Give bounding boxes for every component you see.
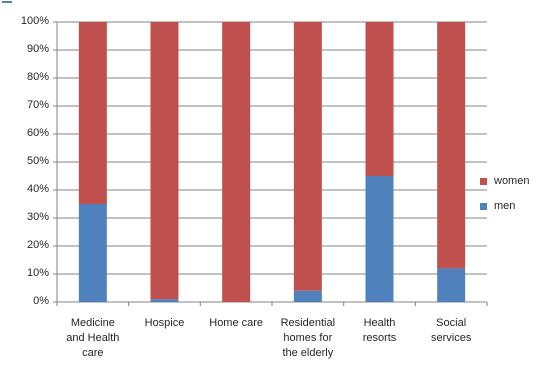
y-tick-label: 80% bbox=[26, 71, 49, 83]
x-category-label: Residential homes for the elderly bbox=[271, 316, 345, 361]
y-tick-label: 0% bbox=[33, 295, 49, 307]
x-category-label: Hospice bbox=[128, 316, 202, 331]
bar-women bbox=[293, 22, 322, 291]
x-category-label-line: homes for bbox=[283, 332, 333, 344]
bar-men bbox=[78, 204, 107, 302]
bar-men bbox=[293, 290, 322, 302]
x-category-label-line: Hospice bbox=[144, 317, 185, 329]
legend-item-men: men bbox=[480, 198, 529, 214]
legend-swatch-men bbox=[480, 202, 487, 210]
y-tick-label: 30% bbox=[26, 211, 49, 223]
bar-men bbox=[150, 299, 179, 302]
x-category-label-line: Health bbox=[363, 317, 396, 329]
legend-label-women: women bbox=[494, 175, 530, 187]
y-tick-label: 70% bbox=[26, 99, 49, 111]
y-tick-label: 20% bbox=[26, 239, 49, 251]
x-category-label: Social services bbox=[414, 316, 488, 346]
legend-item-women: women bbox=[480, 173, 529, 189]
y-tick-label: 10% bbox=[26, 267, 49, 279]
y-tick-label: 50% bbox=[26, 155, 49, 167]
x-category-label-line: care bbox=[82, 347, 104, 359]
y-tick-label: 60% bbox=[26, 127, 49, 139]
bar-women bbox=[150, 22, 179, 300]
y-tick-label: 40% bbox=[26, 183, 49, 195]
bar-women bbox=[222, 22, 251, 302]
x-category-label-line: Medicine bbox=[70, 317, 115, 329]
x-category-label: Home care bbox=[199, 316, 273, 331]
bar-women bbox=[437, 22, 466, 269]
x-category-label-line: and Health bbox=[66, 332, 120, 344]
y-tick-label: 90% bbox=[26, 43, 49, 55]
bar-men bbox=[437, 268, 466, 302]
corner-mark bbox=[2, 1, 12, 3]
bar-men bbox=[365, 176, 394, 302]
bar-women bbox=[78, 22, 107, 204]
x-category-label-line: resorts bbox=[362, 332, 397, 344]
legend: women men bbox=[480, 173, 529, 223]
x-category-label-line: Residential bbox=[280, 317, 336, 329]
x-category-label-line: Home care bbox=[209, 317, 264, 329]
x-category-label-line: Social bbox=[436, 317, 467, 329]
legend-swatch-women bbox=[480, 177, 487, 185]
x-category-label: Medicine and Health care bbox=[56, 316, 130, 361]
y-tick-label: 100% bbox=[20, 15, 49, 27]
legend-label-men: men bbox=[494, 200, 516, 212]
x-category-label: Health resorts bbox=[343, 316, 417, 346]
x-category-label-line: services bbox=[430, 332, 472, 344]
bar-women bbox=[365, 22, 394, 176]
x-category-label-line: the elderly bbox=[282, 347, 334, 359]
